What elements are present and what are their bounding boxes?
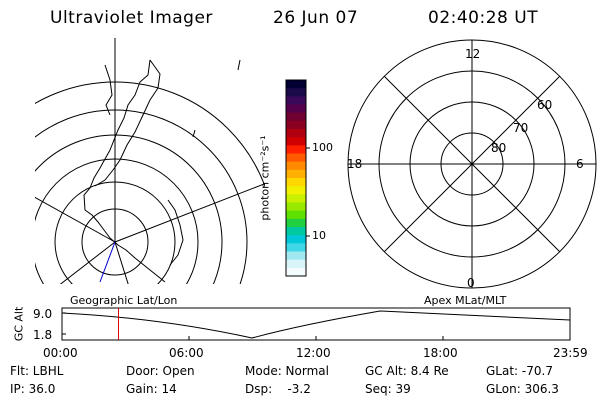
colorbar-band xyxy=(286,120,306,130)
lon-line xyxy=(114,183,265,243)
colorbar-band xyxy=(286,137,306,146)
info-door: Door: Open xyxy=(126,364,195,378)
coastline xyxy=(104,64,113,116)
lon-line xyxy=(114,241,129,284)
colorbar-band xyxy=(286,194,306,203)
timeline-y-label: GC Alt xyxy=(12,306,26,342)
colorbar-band xyxy=(286,88,306,97)
colorbar-band xyxy=(286,80,306,89)
colorbar-band xyxy=(286,178,306,187)
info-gain: Gain: 14 xyxy=(126,382,177,396)
altitude-curve xyxy=(61,310,571,339)
polar-label-right: 6 xyxy=(576,157,584,171)
colorbar-band xyxy=(286,218,306,228)
colorbar-band xyxy=(286,251,306,261)
colorbar-unit-label: photon cm⁻²s⁻¹ xyxy=(258,135,272,221)
polar-lat-80: 80 xyxy=(491,141,507,155)
info-glat: GLat: -70.7 xyxy=(486,364,553,378)
coastline xyxy=(237,59,241,71)
lon-line xyxy=(59,241,116,284)
colorbar-band xyxy=(286,96,306,105)
timeline-left-label: Geographic Lat/Lon xyxy=(70,294,178,307)
info-gc-alt: GC Alt: 8.4 Re xyxy=(365,364,449,378)
coastline xyxy=(83,59,166,283)
info-filter: Flt: LBHL xyxy=(10,364,64,378)
x-tick-0: 00:00 xyxy=(43,346,78,360)
coastline xyxy=(167,199,184,266)
colorbar-band xyxy=(286,227,306,236)
colorbar-band xyxy=(286,104,306,114)
lat-circle xyxy=(35,81,265,188)
polar-lat-70: 70 xyxy=(513,121,529,135)
colorbar-band xyxy=(286,267,306,277)
colorbar-band xyxy=(286,129,306,138)
polar-lat-60: 60 xyxy=(537,98,553,112)
colorbar-band xyxy=(286,210,306,220)
colorbar-frame xyxy=(285,79,307,277)
timeline-ticks xyxy=(61,312,571,340)
colorbar-tick-10: 10 xyxy=(312,229,326,242)
y-tick-min: 1.8 xyxy=(33,328,53,342)
y-tick-max: 9.0 xyxy=(33,307,53,321)
x-tick-1: 06:00 xyxy=(169,346,204,360)
info-ip: IP: 36.0 xyxy=(10,382,56,396)
info-dsp: Dsp: -3.2 xyxy=(245,382,311,396)
polar-diagonal xyxy=(383,75,561,253)
info-seq: Seq: 39 xyxy=(365,382,411,396)
colorbar-band xyxy=(286,161,306,171)
colorbar-band xyxy=(286,153,306,163)
lon-line xyxy=(35,196,116,243)
colorbar-tick-100: 100 xyxy=(312,141,333,154)
timeline-right-label: Apex MLat/MLT xyxy=(424,294,507,307)
colorbar-band xyxy=(286,202,306,212)
colorbar-band xyxy=(286,235,306,244)
colorbar-band xyxy=(286,169,306,179)
x-tick-2: 12:00 xyxy=(296,346,331,360)
app-title: Ultraviolet Imager xyxy=(50,8,213,28)
polar-label-top: 12 xyxy=(465,47,481,61)
x-tick-3: 18:00 xyxy=(423,346,458,360)
colorbar-band xyxy=(286,112,306,122)
time-label: 02:40:28 UT xyxy=(428,8,539,28)
colorbar-band xyxy=(286,186,306,195)
colorbar xyxy=(286,80,306,277)
info-mode: Mode: Normal xyxy=(245,364,329,378)
orbit-track xyxy=(99,241,116,283)
polar-label-left: 18 xyxy=(347,157,363,171)
coastline xyxy=(192,129,196,138)
polar-label-bottom: 0 xyxy=(467,276,475,290)
polar-plot xyxy=(347,39,597,289)
date-label: 26 Jun 07 xyxy=(273,8,359,28)
colorbar-band xyxy=(286,259,306,269)
colorbar-band xyxy=(286,243,306,252)
x-tick-4: 23:59 xyxy=(553,346,588,360)
info-glon: GLon: 306.3 xyxy=(486,382,559,396)
timeline-frame xyxy=(61,307,571,341)
colorbar-band xyxy=(286,145,306,154)
